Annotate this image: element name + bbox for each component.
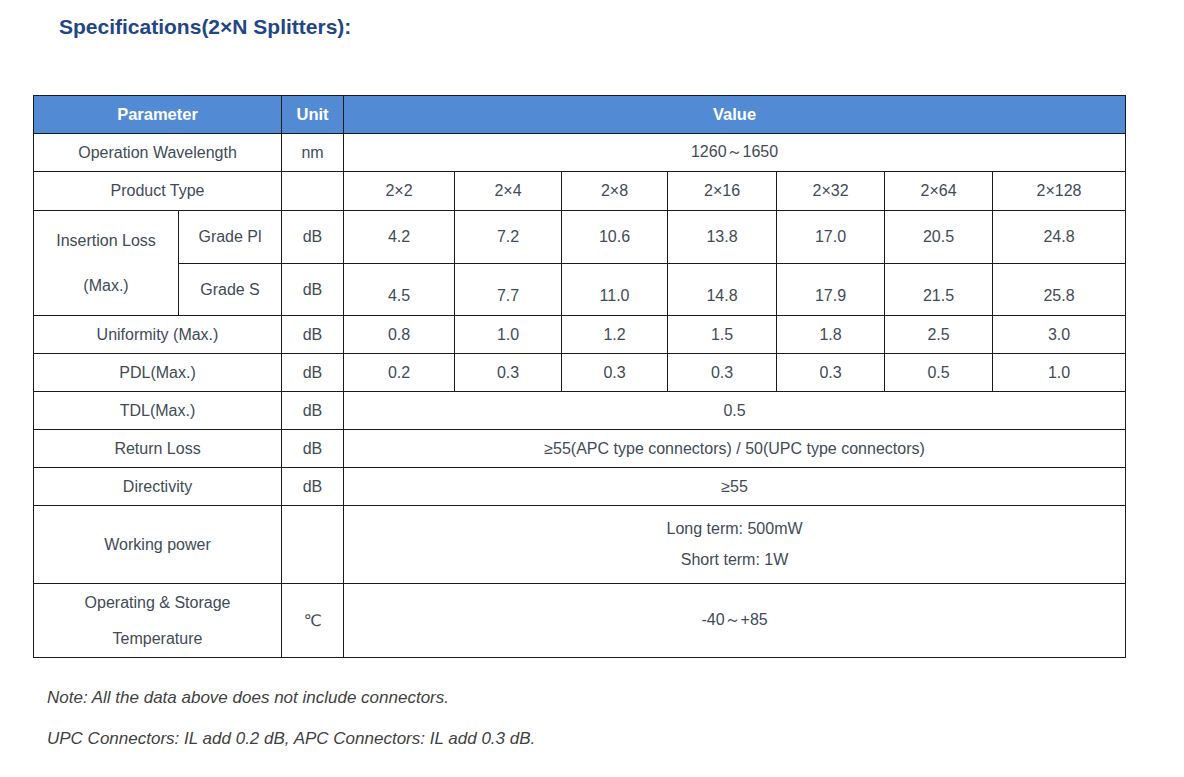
row-label-insertion-loss: Insertion Loss (Max.) — [34, 211, 179, 316]
grade-pl-value: 20.5 — [885, 211, 993, 264]
insertion-loss-label-line-2: (Max.) — [34, 263, 178, 308]
page-title: Specifications(2×N Splitters): — [59, 14, 1184, 40]
row-label-operation-wavelength: Operation Wavelength — [34, 134, 282, 172]
row-directivity: Directivity dB ≥55 — [34, 468, 1126, 506]
insertion-loss-label-line-1: Insertion Loss — [34, 218, 178, 263]
table-header-row: Parameter Unit Value — [34, 96, 1126, 134]
unit-grade-pl: dB — [282, 211, 344, 264]
unit-directivity: dB — [282, 468, 344, 506]
grade-s-value: 7.7 — [455, 264, 562, 316]
value-operation-wavelength: 1260～1650 — [344, 134, 1126, 172]
grade-pl-value: 10.6 — [562, 211, 668, 264]
grade-pl-value: 7.2 — [455, 211, 562, 264]
uniformity-value: 1.5 — [668, 316, 777, 354]
grade-s-value: 25.8 — [993, 264, 1126, 316]
grade-pl-value: 24.8 — [993, 211, 1126, 264]
grade-pl-label: Grade Pl — [179, 211, 282, 264]
temperature-label-line-2: Temperature — [34, 621, 281, 657]
unit-working-power — [282, 506, 344, 584]
product-type-2x128: 2×128 — [993, 172, 1126, 211]
grade-s-value: 14.8 — [668, 264, 777, 316]
grade-s-value: 11.0 — [562, 264, 668, 316]
product-type-2x8: 2×8 — [562, 172, 668, 211]
row-insertion-loss-grade-pl: Insertion Loss (Max.) Grade Pl dB 4.2 7.… — [34, 211, 1126, 264]
unit-temperature: ℃ — [282, 584, 344, 658]
spec-table: Parameter Unit Value Operation Wavelengt… — [33, 95, 1126, 658]
row-working-power: Working power Long term: 500mW Short ter… — [34, 506, 1126, 584]
row-uniformity: Uniformity (Max.) dB 0.8 1.0 1.2 1.5 1.8… — [34, 316, 1126, 354]
working-power-short-term: Short term: 1W — [344, 548, 1125, 572]
spec-page: Specifications(2×N Splitters): Parameter… — [0, 14, 1184, 749]
product-type-2x32: 2×32 — [777, 172, 885, 211]
unit-return-loss: dB — [282, 430, 344, 468]
row-label-return-loss: Return Loss — [34, 430, 282, 468]
tdl-value: 0.5 — [344, 392, 1126, 430]
row-return-loss: Return Loss dB ≥55(APC type connectors) … — [34, 430, 1126, 468]
uniformity-value: 1.8 — [777, 316, 885, 354]
row-label-product-type: Product Type — [34, 172, 282, 211]
unit-operation-wavelength: nm — [282, 134, 344, 172]
header-value: Value — [344, 96, 1126, 134]
product-type-2x64: 2×64 — [885, 172, 993, 211]
pdl-value: 0.3 — [455, 354, 562, 392]
temperature-label-line-1: Operating & Storage — [34, 585, 281, 621]
grade-s-value: 4.5 — [344, 264, 455, 316]
grade-pl-value: 17.0 — [777, 211, 885, 264]
pdl-value: 0.2 — [344, 354, 455, 392]
row-label-uniformity: Uniformity (Max.) — [34, 316, 282, 354]
unit-pdl: dB — [282, 354, 344, 392]
grade-s-value: 21.5 — [885, 264, 993, 316]
directivity-value: ≥55 — [344, 468, 1126, 506]
working-power-long-term: Long term: 500mW — [344, 517, 1125, 541]
uniformity-value: 3.0 — [993, 316, 1126, 354]
product-type-2x16: 2×16 — [668, 172, 777, 211]
product-type-2x2: 2×2 — [344, 172, 455, 211]
grade-pl-value: 13.8 — [668, 211, 777, 264]
row-label-pdl: PDL(Max.) — [34, 354, 282, 392]
temperature-value: -40～+85 — [344, 584, 1126, 658]
row-product-type: Product Type 2×2 2×4 2×8 2×16 2×32 2×64 … — [34, 172, 1126, 211]
row-label-temperature: Operating & Storage Temperature — [34, 584, 282, 658]
row-label-tdl: TDL(Max.) — [34, 392, 282, 430]
grade-s-label: Grade S — [179, 264, 282, 316]
uniformity-value: 1.0 — [455, 316, 562, 354]
unit-grade-s: dB — [282, 264, 344, 316]
header-parameter: Parameter — [34, 96, 282, 134]
grade-pl-value: 4.2 — [344, 211, 455, 264]
uniformity-value: 1.2 — [562, 316, 668, 354]
product-type-2x4: 2×4 — [455, 172, 562, 211]
grade-s-value: 17.9 — [777, 264, 885, 316]
header-unit: Unit — [282, 96, 344, 134]
row-pdl: PDL(Max.) dB 0.2 0.3 0.3 0.3 0.3 0.5 1.0 — [34, 354, 1126, 392]
row-label-directivity: Directivity — [34, 468, 282, 506]
uniformity-value: 0.8 — [344, 316, 455, 354]
return-loss-value: ≥55(APC type connectors) / 50(UPC type c… — [344, 430, 1126, 468]
unit-tdl: dB — [282, 392, 344, 430]
note-il-add: UPC Connectors: IL add 0.2 dB, APC Conne… — [47, 729, 1184, 749]
row-insertion-loss-grade-s: Grade S dB 4.5 7.7 11.0 14.8 17.9 21.5 2… — [34, 264, 1126, 316]
row-temperature: Operating & Storage Temperature ℃ -40～+8… — [34, 584, 1126, 658]
pdl-value: 0.3 — [668, 354, 777, 392]
row-operation-wavelength: Operation Wavelength nm 1260～1650 — [34, 134, 1126, 172]
uniformity-value: 2.5 — [885, 316, 993, 354]
row-tdl: TDL(Max.) dB 0.5 — [34, 392, 1126, 430]
pdl-value: 0.5 — [885, 354, 993, 392]
unit-uniformity: dB — [282, 316, 344, 354]
note-connectors: Note: All the data above does not includ… — [47, 688, 1184, 708]
working-power-value: Long term: 500mW Short term: 1W — [344, 506, 1126, 584]
pdl-value: 1.0 — [993, 354, 1126, 392]
pdl-value: 0.3 — [562, 354, 668, 392]
row-label-working-power: Working power — [34, 506, 282, 584]
unit-product-type — [282, 172, 344, 211]
pdl-value: 0.3 — [777, 354, 885, 392]
